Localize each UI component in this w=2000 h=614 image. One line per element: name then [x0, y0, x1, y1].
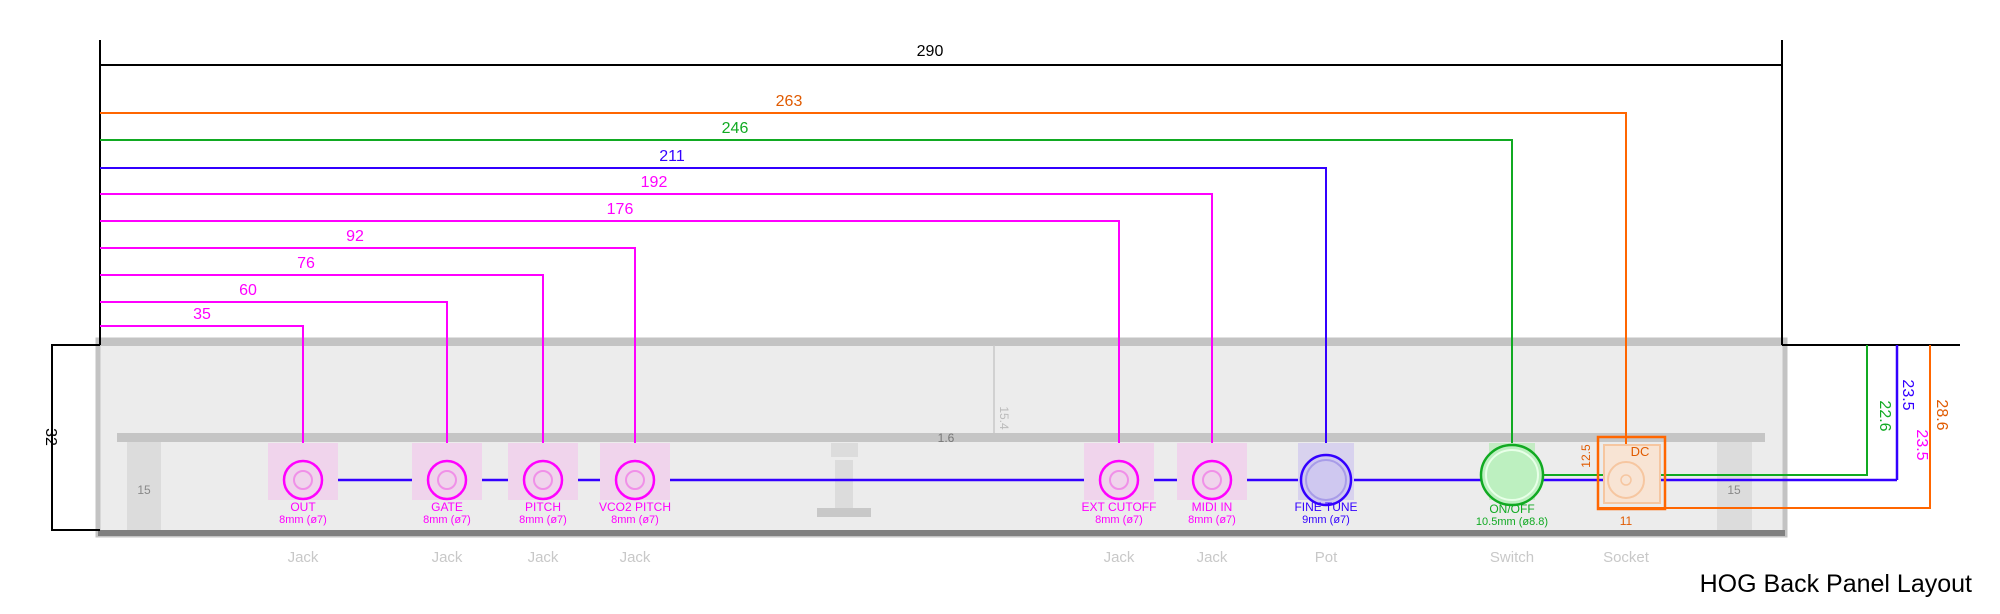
component-type-label: Pot: [1315, 549, 1338, 566]
offset-line-midi-in: [100, 193, 1213, 480]
component-type-label: Jack: [288, 549, 319, 566]
offset-label-dc: 263: [776, 93, 803, 110]
offset-label-ext-cutoff: 176: [607, 201, 634, 218]
component-type-label: Jack: [620, 549, 651, 566]
dc-socket-pin: [1620, 474, 1632, 486]
offset-label-gate: 60: [239, 282, 257, 299]
offset-label-fine-tune: 211: [659, 148, 685, 165]
component-name-label: OUT: [290, 500, 316, 514]
jack-inner-ring: [1202, 470, 1222, 490]
standoff-right: [1717, 442, 1752, 530]
component-type-label: Jack: [528, 549, 559, 566]
pot-knob-icon: [1299, 453, 1353, 507]
vertical-offset-label-socket: 28.6: [1933, 399, 1950, 430]
component-size-label: 8mm (ø7): [279, 514, 327, 526]
standoff-left-label: 15: [137, 483, 151, 497]
component-type-label: Jack: [1104, 549, 1135, 566]
jack-inner-ring: [533, 470, 553, 490]
socket-width-label: 11: [1620, 514, 1633, 528]
component-type-label: Jack: [1197, 549, 1228, 566]
jack-inner-ring: [625, 470, 645, 490]
component-type-label: Socket: [1603, 549, 1650, 566]
offset-label-midi-in: 192: [641, 174, 668, 191]
overall-height-line: [51, 344, 100, 531]
toggle-switch-icon: [1479, 443, 1545, 507]
offset-line-gate: [100, 301, 448, 480]
socket-height-line: [1598, 345, 1931, 509]
offset-line-dc: [100, 112, 1627, 480]
connector-stem: [835, 460, 853, 509]
offset-line-pitch: [100, 274, 544, 480]
pcb-board: [117, 433, 1765, 442]
component-name-label: MIDI IN: [1192, 500, 1233, 514]
component-size-label: 8mm (ø7): [1188, 514, 1236, 526]
standoff-left: [127, 442, 161, 530]
panel-top-edge: [98, 338, 1785, 346]
panel-bottom-edge: [98, 530, 1785, 536]
offset-label-out: 35: [193, 306, 211, 323]
vertical-offset-label-switch: 22.6: [1876, 400, 1893, 431]
component-name-label: VCO2 PITCH: [599, 500, 671, 514]
connector-foot: [817, 508, 871, 517]
component-name-label: EXT CUTOFF: [1082, 500, 1157, 514]
component-size-label: 9mm (ø7): [1302, 514, 1350, 526]
jack-icon: [1098, 459, 1140, 501]
connector-top: [831, 443, 858, 457]
jack-inner-ring: [293, 470, 313, 490]
vertical-offset-label-pot: 23.5: [1899, 379, 1916, 410]
overall-height-label: 32: [42, 428, 59, 446]
vertical-offset-label-jack: 23.5: [1913, 429, 1930, 460]
component-name-label: FINE TUNE: [1294, 500, 1357, 514]
socket-name-label: DC: [1631, 444, 1650, 459]
pcb-gap-label: 15.4: [997, 406, 1011, 430]
offset-line-ext-cutoff: [100, 220, 1120, 480]
offset-line-on-off: [100, 139, 1513, 475]
component-size-label: 8mm (ø7): [423, 514, 471, 526]
component-name-label: ON/OFF: [1489, 502, 1534, 516]
diagram-title: HOG Back Panel Layout: [1700, 570, 1972, 598]
jack-icon: [1191, 459, 1233, 501]
dc-socket-icon: [1607, 461, 1645, 499]
offset-line-out: [100, 325, 304, 480]
jack-icon: [614, 459, 656, 501]
offset-line-fine-tune: [100, 167, 1327, 480]
jack-icon: [426, 459, 468, 501]
pcb-thickness-label: 1.6: [938, 431, 955, 445]
offset-label-on-off: 246: [722, 120, 749, 137]
jack-icon: [282, 459, 324, 501]
component-size-label: 8mm (ø7): [1095, 514, 1143, 526]
offset-label-vco2-pitch: 92: [346, 228, 364, 245]
component-name-label: GATE: [431, 500, 463, 514]
component-type-label: Jack: [432, 549, 463, 566]
component-type-label: Switch: [1490, 549, 1534, 566]
component-size-label: 10.5mm (ø8.8): [1476, 516, 1548, 528]
component-name-label: PITCH: [525, 500, 561, 514]
overall-width-label: 290: [917, 43, 944, 60]
offset-line-vco2-pitch: [100, 247, 636, 480]
component-size-label: 8mm (ø7): [519, 514, 567, 526]
jack-inner-ring: [1109, 470, 1129, 490]
jack-inner-ring: [437, 470, 457, 490]
switch-inner-ring: [1485, 449, 1539, 501]
standoff-right-label: 15: [1727, 483, 1741, 497]
component-dc: DC 12.5 11 Socket: [1579, 435, 1667, 566]
socket-outline: [1596, 435, 1667, 511]
offset-label-pitch: 76: [297, 255, 315, 272]
panel: 15 15 15.4 1.6: [95, 337, 1788, 538]
pot-inner-ring: [1305, 459, 1347, 501]
jack-icon: [522, 459, 564, 501]
socket-height-label: 12.5: [1579, 444, 1593, 468]
component-size-label: 8mm (ø7): [611, 514, 659, 526]
